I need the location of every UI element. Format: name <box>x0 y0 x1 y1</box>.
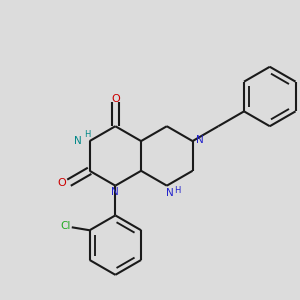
Text: N: N <box>112 187 119 196</box>
Text: N: N <box>74 136 82 146</box>
Text: O: O <box>57 178 66 188</box>
Text: O: O <box>111 94 120 104</box>
Text: H: H <box>84 130 91 139</box>
Text: H: H <box>174 186 180 195</box>
Text: N: N <box>166 188 174 198</box>
Text: Cl: Cl <box>61 221 71 231</box>
Text: N: N <box>196 135 204 145</box>
